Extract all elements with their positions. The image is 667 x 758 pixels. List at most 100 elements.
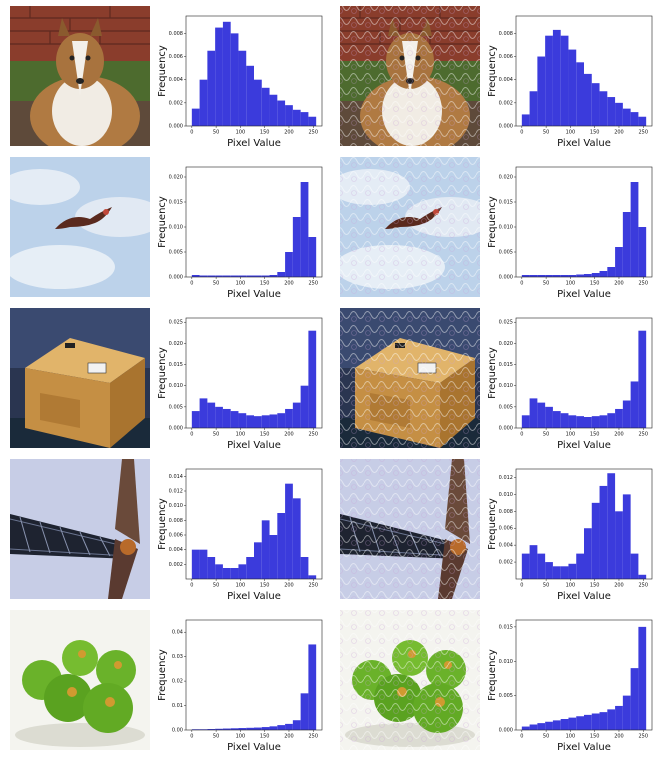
x-tick-label: 100 <box>566 583 576 589</box>
x-axis-label: Pixel Value <box>557 742 611 753</box>
bar <box>192 550 200 579</box>
bar <box>623 109 631 126</box>
y-axis-label: Frequency <box>487 347 498 399</box>
y-axis-label: Frequency <box>157 649 168 701</box>
bar <box>238 413 246 428</box>
x-tick-label: 100 <box>236 432 246 438</box>
bar <box>553 566 561 579</box>
bar <box>561 36 569 126</box>
y-tick-label: 0.000 <box>169 426 183 432</box>
bar <box>254 542 262 579</box>
bar <box>623 494 631 579</box>
x-tick-label: 50 <box>543 583 549 589</box>
bar <box>537 723 545 730</box>
y-tick-label: 0.01 <box>172 703 183 709</box>
y-tick-label: 0.020 <box>169 341 183 347</box>
bar <box>530 545 538 579</box>
y-tick-label: 0.006 <box>499 54 513 60</box>
bar <box>584 715 592 730</box>
y-tick-label: 0.010 <box>169 225 183 231</box>
bar <box>207 557 215 579</box>
y-tick-label: 0.03 <box>172 654 183 660</box>
bar <box>545 562 553 579</box>
bar <box>308 331 316 428</box>
bar <box>277 272 285 277</box>
bar <box>600 486 608 579</box>
bar <box>615 103 623 126</box>
perturbation-overlay <box>340 610 480 750</box>
bar <box>285 105 293 126</box>
bar <box>607 413 615 428</box>
y-tick-label: 0.004 <box>169 77 183 83</box>
bar <box>262 88 270 126</box>
y-axis-label: Frequency <box>157 196 168 248</box>
bar <box>293 403 301 428</box>
photo <box>0 157 165 297</box>
bar <box>631 554 639 579</box>
bar <box>530 725 538 731</box>
bar <box>623 696 631 730</box>
y-tick-label: 0.015 <box>499 624 513 630</box>
bar <box>522 554 530 579</box>
x-tick-label: 200 <box>284 281 294 287</box>
bar <box>262 727 270 730</box>
histogram: 0501001502002500.0020.0040.0060.0080.010… <box>487 469 652 602</box>
perturbation-overlay <box>340 308 480 448</box>
histogram: 0501001502002500.0000.0020.0040.0060.008… <box>157 16 322 149</box>
y-tick-label: 0.000 <box>499 728 513 734</box>
bar <box>607 267 615 277</box>
bar <box>615 247 623 277</box>
bar <box>592 416 600 428</box>
bar <box>270 95 278 126</box>
bar <box>600 415 608 428</box>
bar <box>262 520 270 579</box>
bar <box>592 273 600 277</box>
bar <box>254 80 262 126</box>
perturbation-overlay <box>340 459 480 599</box>
bar <box>270 535 278 579</box>
bar <box>600 271 608 277</box>
x-tick-label: 0 <box>520 281 523 287</box>
bar <box>301 112 309 126</box>
x-tick-label: 50 <box>543 734 549 740</box>
y-tick-label: 0.000 <box>169 275 183 281</box>
bar <box>615 706 623 730</box>
x-tick-label: 100 <box>566 130 576 136</box>
bar <box>561 566 569 579</box>
x-tick-label: 250 <box>308 281 318 287</box>
bar <box>584 417 592 428</box>
x-tick-label: 100 <box>566 281 576 287</box>
x-tick-label: 250 <box>638 130 648 136</box>
bar <box>285 724 293 730</box>
y-tick-label: 0.004 <box>169 547 183 553</box>
y-tick-label: 0.008 <box>499 31 513 37</box>
bar <box>246 415 254 428</box>
bar <box>254 728 262 730</box>
x-tick-label: 100 <box>566 734 576 740</box>
y-axis-label: Frequency <box>487 196 498 248</box>
bar <box>231 411 239 428</box>
bar <box>192 109 200 126</box>
x-tick-label: 50 <box>213 583 219 589</box>
x-tick-label: 50 <box>543 432 549 438</box>
bar <box>576 62 584 126</box>
photo <box>10 308 150 448</box>
x-tick-label: 0 <box>190 432 193 438</box>
bar <box>584 74 592 126</box>
bar <box>238 564 246 579</box>
x-tick-label: 50 <box>543 281 549 287</box>
bar <box>545 36 553 126</box>
y-tick-label: 0.020 <box>169 175 183 181</box>
x-tick-label: 0 <box>190 130 193 136</box>
x-tick-label: 0 <box>520 583 523 589</box>
y-tick-label: 0.004 <box>499 77 513 83</box>
bar <box>277 513 285 579</box>
x-tick-label: 250 <box>638 583 648 589</box>
bar <box>576 416 584 428</box>
bar <box>207 51 215 126</box>
x-tick-label: 50 <box>213 281 219 287</box>
bar <box>308 575 316 579</box>
